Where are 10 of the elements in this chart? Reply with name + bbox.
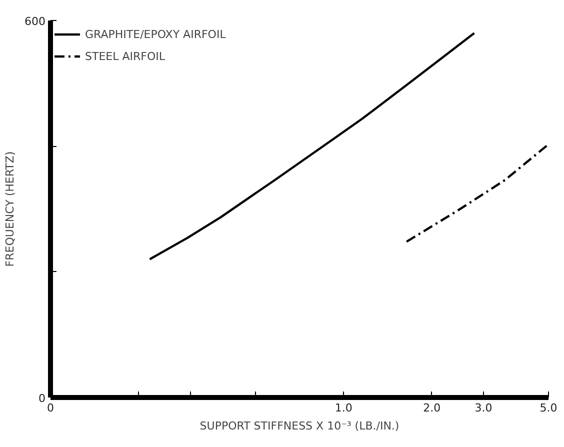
legend-label: STEEL AIRFOIL xyxy=(85,50,165,62)
x-tick-label: 3.0 xyxy=(474,402,492,414)
legend-label: GRAPHITE/EPOXY AIRFOIL xyxy=(85,28,226,40)
x-axis-title: SUPPORT STIFFNESS X 10⁻³ (LB./IN.) xyxy=(200,420,400,432)
x-tick-label: 1.0 xyxy=(334,402,352,414)
x-tick-label: 5.0 xyxy=(540,402,558,414)
x-tick-label: 2.0 xyxy=(423,402,441,414)
x-tick-label: 0 xyxy=(47,402,54,414)
y-axis-title: FREQUENCY (HERTZ) xyxy=(4,151,17,267)
y-tick-label: 600 xyxy=(24,15,46,28)
